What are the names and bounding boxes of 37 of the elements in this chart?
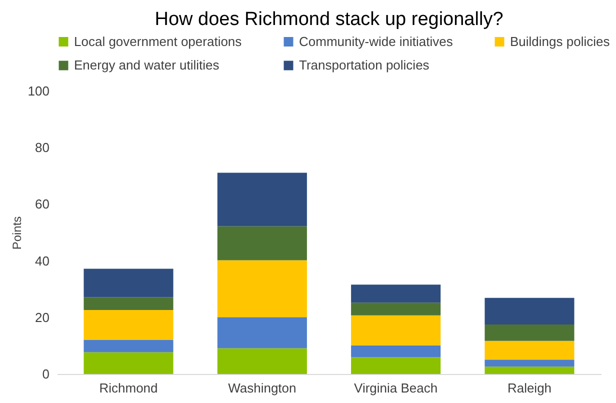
bar xyxy=(351,302,441,316)
bar xyxy=(351,315,441,346)
y-axis-title: Points xyxy=(10,216,24,250)
legend-label: Community-wide initiatives xyxy=(299,34,454,49)
x-tick-label: Washington xyxy=(228,380,296,396)
bar xyxy=(351,284,441,303)
y-tick-label: 100 xyxy=(28,84,50,98)
legend-label: Local government operations xyxy=(74,34,242,49)
legend-label: Buildings policies xyxy=(510,34,610,49)
y-tick-label: 40 xyxy=(35,253,50,268)
bar xyxy=(84,268,174,298)
y-tick-label: 0 xyxy=(42,366,50,382)
bar xyxy=(84,310,174,340)
bar xyxy=(484,298,574,324)
y-tick-label: 60 xyxy=(35,196,50,212)
bar xyxy=(217,226,307,260)
bar xyxy=(217,348,307,374)
chart-title: How does Richmond stack up regionally? xyxy=(154,9,504,30)
bar xyxy=(484,360,574,367)
bar xyxy=(351,345,441,358)
bar xyxy=(84,340,174,352)
y-tick-label: 20 xyxy=(35,310,50,325)
x-tick-label: Raleigh xyxy=(507,380,552,396)
bar xyxy=(217,172,307,226)
bar xyxy=(484,340,574,360)
legend-label: Energy and water utilities xyxy=(74,58,220,72)
bar xyxy=(484,366,574,374)
x-tick-label: Richmond xyxy=(99,380,158,396)
bar xyxy=(351,357,441,374)
bar xyxy=(217,260,307,318)
y-tick-label: 80 xyxy=(35,140,50,156)
legend-label: Transportation policies xyxy=(299,58,430,72)
bar xyxy=(484,324,574,341)
bar xyxy=(84,297,174,310)
bar xyxy=(84,352,174,374)
bar xyxy=(217,317,307,348)
x-tick-label: Virginia Beach xyxy=(354,380,438,396)
